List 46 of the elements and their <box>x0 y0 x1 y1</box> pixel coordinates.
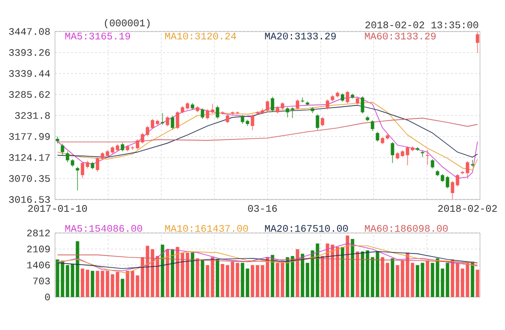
candlestick <box>420 150 424 158</box>
y-tick-label: 3124.17 <box>9 154 50 161</box>
candlestick <box>76 166 80 191</box>
y-tick-label: 3016.53 <box>9 196 50 203</box>
y-tick-label: 2109 <box>27 246 50 252</box>
y-tick-label: 3339.44 <box>9 70 50 77</box>
y-tick-label: 1406 <box>27 262 50 268</box>
text: MA10:161437.00 <box>165 225 248 232</box>
y-tick-label: 2812 <box>27 230 50 236</box>
y-tick-label: 3070.35 <box>9 175 50 182</box>
text: MA20:167510.00 <box>265 225 348 232</box>
candlestick <box>296 99 300 110</box>
chart-subtitle: 2018-02-02 13:35:00 <box>365 22 478 28</box>
y-tick-label: 3177.99 <box>9 133 50 140</box>
text: MA60:3133.29 <box>364 32 436 40</box>
chart-title: (000001) <box>104 18 150 28</box>
x-tick-label: 03-16 <box>248 205 277 212</box>
candlestick <box>146 126 150 136</box>
candlestick <box>286 106 290 118</box>
candlestick <box>200 108 204 120</box>
text: MA5:154086.00 <box>65 225 142 232</box>
y-tick-label: 3231.8 <box>15 112 50 119</box>
y-tick-label: 3285.62 <box>9 91 50 98</box>
text: MA10:3120.24 <box>165 32 236 40</box>
x-tick-label: 2018-02-02 <box>438 205 497 212</box>
line-series <box>57 254 478 264</box>
candlestick <box>150 118 154 130</box>
line-series <box>57 102 478 170</box>
y-tick-label: 3393.26 <box>9 49 50 56</box>
text: MA20:3133.29 <box>265 32 336 40</box>
candlestick <box>216 105 220 120</box>
candlestick <box>300 97 304 103</box>
y-tick-label: 703 <box>33 278 50 284</box>
y-tick-label: 3447.08 <box>9 28 50 35</box>
text: MA5:3165.19 <box>65 32 130 40</box>
y-tick-label: 0 <box>45 294 50 300</box>
candlestick <box>140 132 144 144</box>
candlestick <box>326 99 330 110</box>
candlestick <box>456 174 460 187</box>
line-series <box>57 104 478 158</box>
candlestick <box>470 160 474 167</box>
text: MA60:186098.00 <box>364 225 448 232</box>
candlestick <box>426 149 430 166</box>
line-series <box>57 251 478 269</box>
candlestick <box>210 103 214 114</box>
x-tick-label: 2017-01-10 <box>28 205 87 212</box>
